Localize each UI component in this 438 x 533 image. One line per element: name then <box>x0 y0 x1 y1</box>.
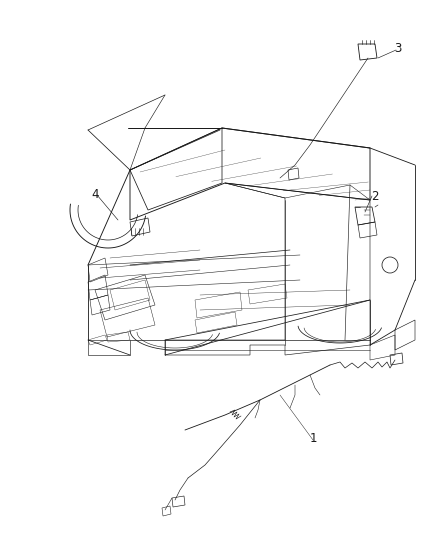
Text: 2: 2 <box>371 190 379 203</box>
Text: 3: 3 <box>394 42 402 54</box>
Text: 1: 1 <box>309 432 317 445</box>
Text: 4: 4 <box>91 189 99 201</box>
